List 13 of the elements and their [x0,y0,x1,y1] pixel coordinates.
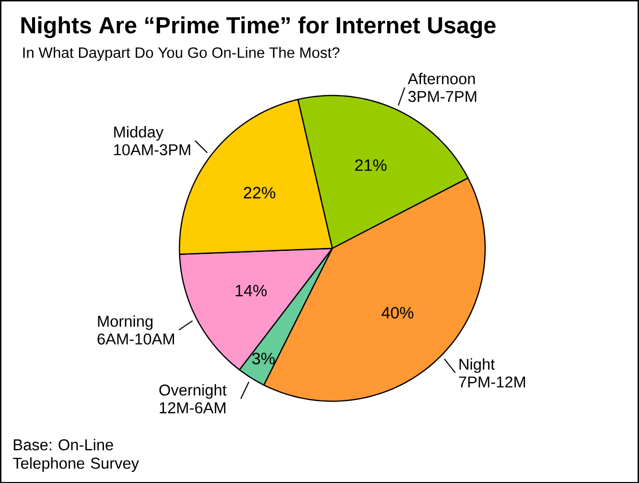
data-label: 3% [252,352,275,364]
data-label: 22% [244,186,276,198]
data-label: 21% [355,159,387,171]
slice-label: Morning 6AM-10AM [98,315,174,344]
chart-subtitle: In What Daypart Do You Go On-Line The Most? [23,46,340,61]
slice-label: Night 7PM-12M [459,358,525,388]
chart-title: Nights Are “Prime Time” for Internet Usage [21,16,496,38]
data-label: 40% [382,306,414,318]
text: Base: On-Line Telephone Survey [12,438,139,472]
slice-label: Overnight 12M-6AM [159,384,227,414]
data-label: 14% [236,284,267,296]
slice-label: Midday 10AM-3PM [114,126,190,156]
slice-label: Afternoon 3PM-7PM [408,72,476,102]
